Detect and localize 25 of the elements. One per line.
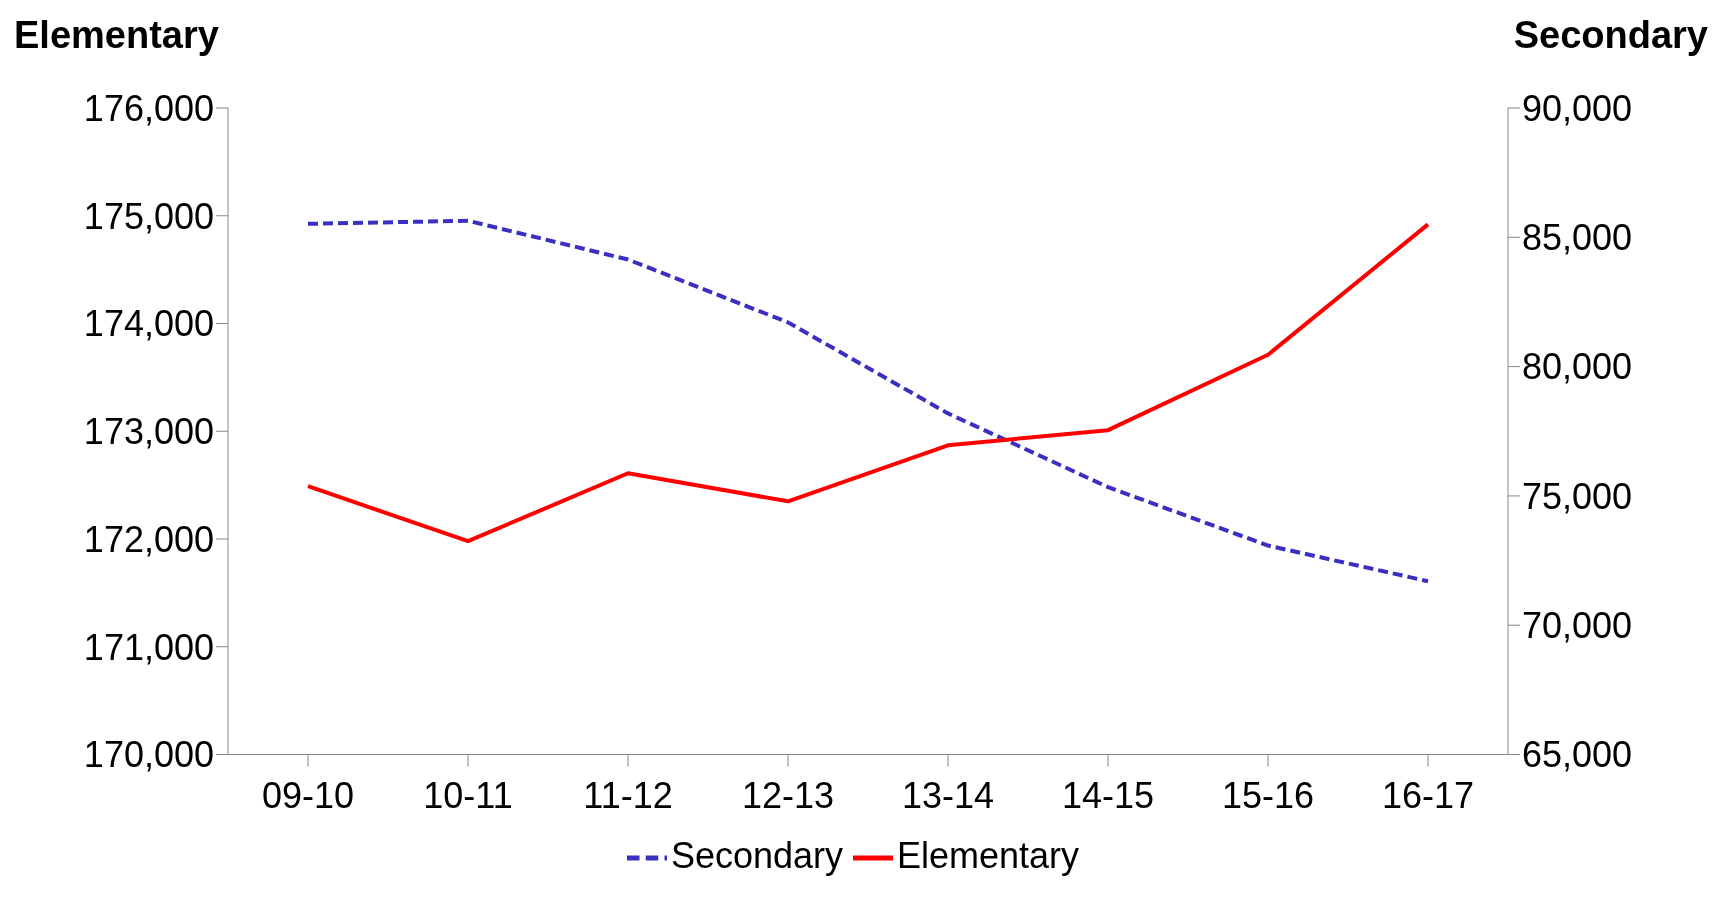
- y-tick-label: 170,000: [83, 734, 214, 776]
- y-tick-label: 174,000: [83, 303, 214, 345]
- x-tick-label: 16-17: [1381, 775, 1475, 817]
- y-tick-label: 176,000: [83, 87, 214, 129]
- x-tick-label: 09-10: [261, 775, 355, 817]
- y-axis-title: Elementary: [14, 14, 219, 57]
- y-tick-label: 173,000: [83, 411, 214, 453]
- x-tick-label: 10-11: [423, 775, 513, 817]
- y-tick-label: 172,000: [83, 518, 214, 560]
- y2-tick-label: 85,000: [1522, 217, 1633, 259]
- y2-axis-title: Secondary: [1513, 14, 1708, 57]
- legend-label: Secondary: [670, 834, 844, 876]
- x-tick-label: 14-15: [1061, 775, 1155, 817]
- y2-tick-label: 75,000: [1522, 475, 1633, 517]
- y2-tick-label: 70,000: [1522, 604, 1633, 646]
- x-tick-label: 15-16: [1221, 775, 1315, 817]
- y2-tick-label: 80,000: [1522, 346, 1633, 388]
- y2-tick-label: 90,000: [1522, 87, 1633, 129]
- x-tick-label: 12-13: [741, 775, 835, 817]
- y2-tick-label: 65,000: [1522, 734, 1633, 776]
- y-tick-label: 175,000: [83, 195, 214, 237]
- legend-label: Elementary: [897, 834, 1080, 876]
- x-tick-label: 13-14: [901, 775, 995, 817]
- y-tick-label: 171,000: [83, 626, 214, 668]
- x-tick-label: 11-12: [583, 775, 673, 817]
